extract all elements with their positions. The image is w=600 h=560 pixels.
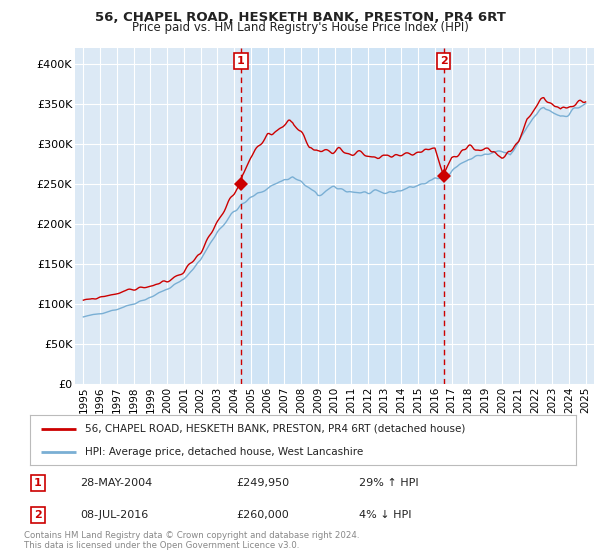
- Text: 4% ↓ HPI: 4% ↓ HPI: [359, 510, 412, 520]
- Text: 1: 1: [34, 478, 42, 488]
- Text: 56, CHAPEL ROAD, HESKETH BANK, PRESTON, PR4 6RT: 56, CHAPEL ROAD, HESKETH BANK, PRESTON, …: [95, 11, 505, 24]
- Text: 1: 1: [237, 56, 245, 66]
- Text: £249,950: £249,950: [236, 478, 289, 488]
- Bar: [241, 48, 443, 384]
- Text: 2: 2: [440, 56, 448, 66]
- Text: Contains HM Land Registry data © Crown copyright and database right 2024.
This d: Contains HM Land Registry data © Crown c…: [24, 531, 359, 550]
- Text: 56, CHAPEL ROAD, HESKETH BANK, PRESTON, PR4 6RT (detached house): 56, CHAPEL ROAD, HESKETH BANK, PRESTON, …: [85, 424, 465, 434]
- Text: 29% ↑ HPI: 29% ↑ HPI: [359, 478, 418, 488]
- Text: 08-JUL-2016: 08-JUL-2016: [80, 510, 148, 520]
- Text: HPI: Average price, detached house, West Lancashire: HPI: Average price, detached house, West…: [85, 447, 363, 458]
- Text: 28-MAY-2004: 28-MAY-2004: [80, 478, 152, 488]
- Text: £260,000: £260,000: [236, 510, 289, 520]
- Text: 2: 2: [34, 510, 42, 520]
- Text: Price paid vs. HM Land Registry's House Price Index (HPI): Price paid vs. HM Land Registry's House …: [131, 21, 469, 34]
